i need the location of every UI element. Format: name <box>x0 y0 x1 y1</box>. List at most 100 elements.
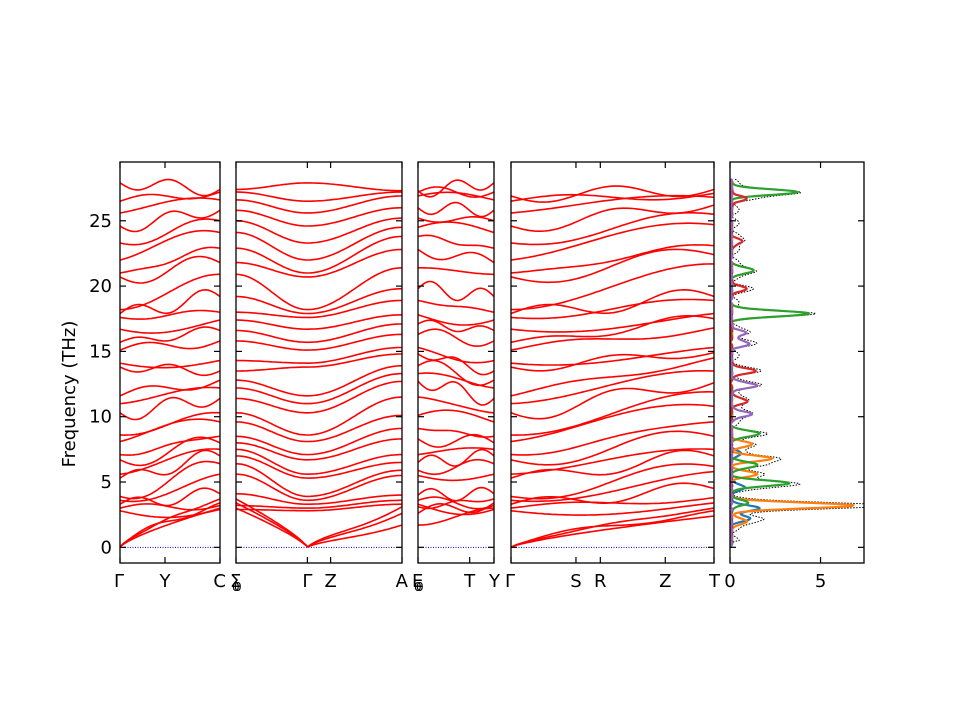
band-line <box>418 502 494 515</box>
x-tick-label: Z <box>324 571 336 592</box>
x-tick-subscript: 0 <box>232 580 240 594</box>
band-line <box>418 458 494 476</box>
band-line <box>120 396 220 421</box>
band-line <box>511 430 714 466</box>
band-line <box>418 353 494 376</box>
band-line <box>120 502 220 548</box>
band-line <box>236 438 402 461</box>
band-line <box>236 462 402 498</box>
band-line <box>511 244 714 274</box>
band-line <box>511 312 714 333</box>
band-line <box>511 421 714 456</box>
band-line <box>511 351 714 372</box>
band-line <box>418 201 494 218</box>
x-tick-label: C <box>213 571 226 592</box>
band-line <box>511 204 714 232</box>
dos-total-curve <box>730 178 864 548</box>
band-line <box>236 346 402 365</box>
x-tick-label: Γ <box>505 571 515 592</box>
band-line <box>418 409 494 423</box>
band-panel-2: Σ0 Γ Z A 0 <box>230 161 422 594</box>
band-line <box>511 248 714 284</box>
y-axis-label: Frequency (THz) <box>59 321 80 468</box>
dos-partial-curve <box>730 178 758 549</box>
band-line <box>120 411 220 436</box>
x-tick-subscript: 0 <box>234 580 242 594</box>
band-line <box>236 333 402 351</box>
band-line <box>236 427 402 456</box>
dos-x-tick-label: 5 <box>815 571 826 592</box>
x-tick-subscript: 0 <box>416 580 424 594</box>
x-tick-label: E <box>412 571 423 592</box>
band-line <box>236 448 402 476</box>
band-line <box>236 396 402 436</box>
y-tick-label: 20 <box>89 276 112 297</box>
band-line <box>236 498 402 548</box>
band-line <box>511 357 714 397</box>
band-line <box>236 248 402 278</box>
band-line <box>236 507 402 548</box>
dos-curves <box>730 178 864 549</box>
band-line <box>418 216 494 223</box>
band-line <box>418 299 494 313</box>
band-line <box>236 473 402 502</box>
band-line <box>120 487 220 507</box>
x-tick-label: Γ <box>302 571 312 592</box>
band-line <box>511 346 714 366</box>
band-line <box>511 315 714 344</box>
band-line <box>418 447 494 456</box>
dos-frame <box>729 161 865 564</box>
band-line <box>120 363 220 377</box>
band-line <box>511 448 714 475</box>
band-line <box>511 288 714 315</box>
band-line <box>236 503 402 512</box>
band-line <box>511 212 714 246</box>
band-line <box>418 221 494 234</box>
y-tick-label: 0 <box>101 537 112 558</box>
band-line <box>120 379 220 397</box>
band-line <box>511 327 714 351</box>
band-line <box>236 493 402 505</box>
band-line <box>418 179 494 198</box>
band-line <box>511 370 714 405</box>
panel-frame <box>119 161 221 564</box>
band-line <box>120 448 220 475</box>
band-line <box>511 391 714 436</box>
x-tick-subscript: 0 <box>414 580 422 594</box>
band-line <box>418 503 494 516</box>
band-line <box>120 218 220 246</box>
x-tick-label: Z <box>659 571 671 592</box>
dos-partial-curve <box>730 178 856 548</box>
band-line <box>511 185 714 203</box>
band-line <box>236 314 402 330</box>
band-line <box>120 503 220 511</box>
band-line <box>418 473 494 482</box>
band-line <box>418 346 494 364</box>
x-tick-label: R <box>594 571 607 592</box>
band-line <box>418 496 494 510</box>
band-line <box>120 460 220 500</box>
band-line <box>120 359 220 369</box>
band-line <box>418 319 494 333</box>
band-line <box>120 197 220 214</box>
band-line <box>236 380 402 414</box>
band-line <box>236 414 402 443</box>
band-line <box>236 287 402 315</box>
band-line <box>418 248 494 264</box>
dos-partial-curve <box>730 178 811 548</box>
band-line <box>236 235 402 274</box>
band-line <box>236 267 402 311</box>
band-lines <box>511 185 714 549</box>
x-tick-label: Σ <box>230 571 241 592</box>
band-line <box>120 326 220 344</box>
band-line <box>418 433 494 448</box>
band-line <box>511 263 714 311</box>
band-line <box>120 273 220 311</box>
y-tick-label: 15 <box>89 341 112 362</box>
y-tick-label: 10 <box>89 407 112 428</box>
band-lines <box>236 182 402 548</box>
panel-frame <box>510 161 715 564</box>
band-line <box>418 234 494 249</box>
